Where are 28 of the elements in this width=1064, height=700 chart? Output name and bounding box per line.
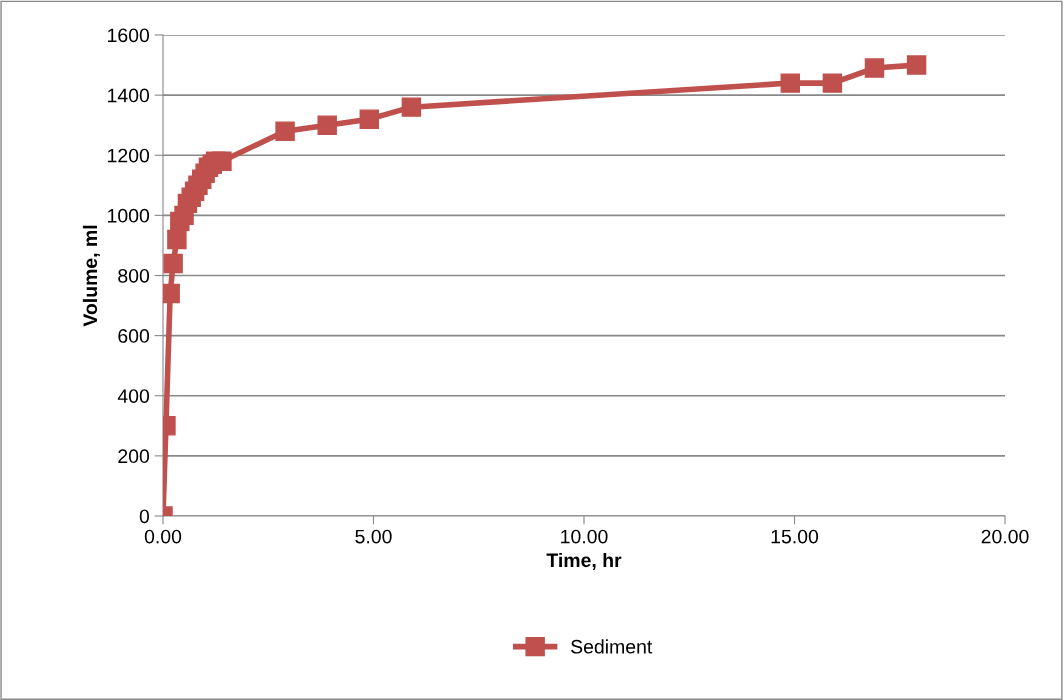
- x-tick-label: 0.00: [144, 529, 182, 544]
- point: [275, 121, 295, 141]
- y-tick-label: 600: [118, 329, 150, 343]
- x-tick-label: 15.00: [771, 529, 819, 544]
- point: [212, 151, 232, 171]
- point: [906, 55, 927, 75]
- point: [167, 229, 187, 250]
- y-tick-label: 1000: [108, 208, 150, 223]
- y-tick-label: 400: [117, 389, 150, 403]
- point: [864, 58, 885, 78]
- point: [359, 109, 380, 129]
- x-axis-title: Time, hr: [546, 552, 622, 570]
- point: [822, 73, 843, 93]
- y-tick-label: 1600: [108, 28, 150, 43]
- y-tick-label: 1400: [108, 88, 150, 103]
- y-tick-label: 0: [139, 509, 150, 524]
- x-tick-label: 5.00: [355, 529, 392, 544]
- point: [401, 97, 422, 117]
- legend-label: Sediment: [571, 639, 653, 654]
- point: [163, 253, 183, 274]
- point: [780, 73, 801, 93]
- y-tick-label: 800: [118, 268, 150, 283]
- x-tick-label: 20.00: [981, 529, 1029, 544]
- y-axis-title: Volume, ml: [82, 225, 100, 327]
- y-tick-label: 200: [118, 449, 150, 464]
- point: [317, 115, 337, 135]
- y-tick-label: 1200: [108, 148, 150, 163]
- x-tick-label: 10.00: [561, 529, 608, 544]
